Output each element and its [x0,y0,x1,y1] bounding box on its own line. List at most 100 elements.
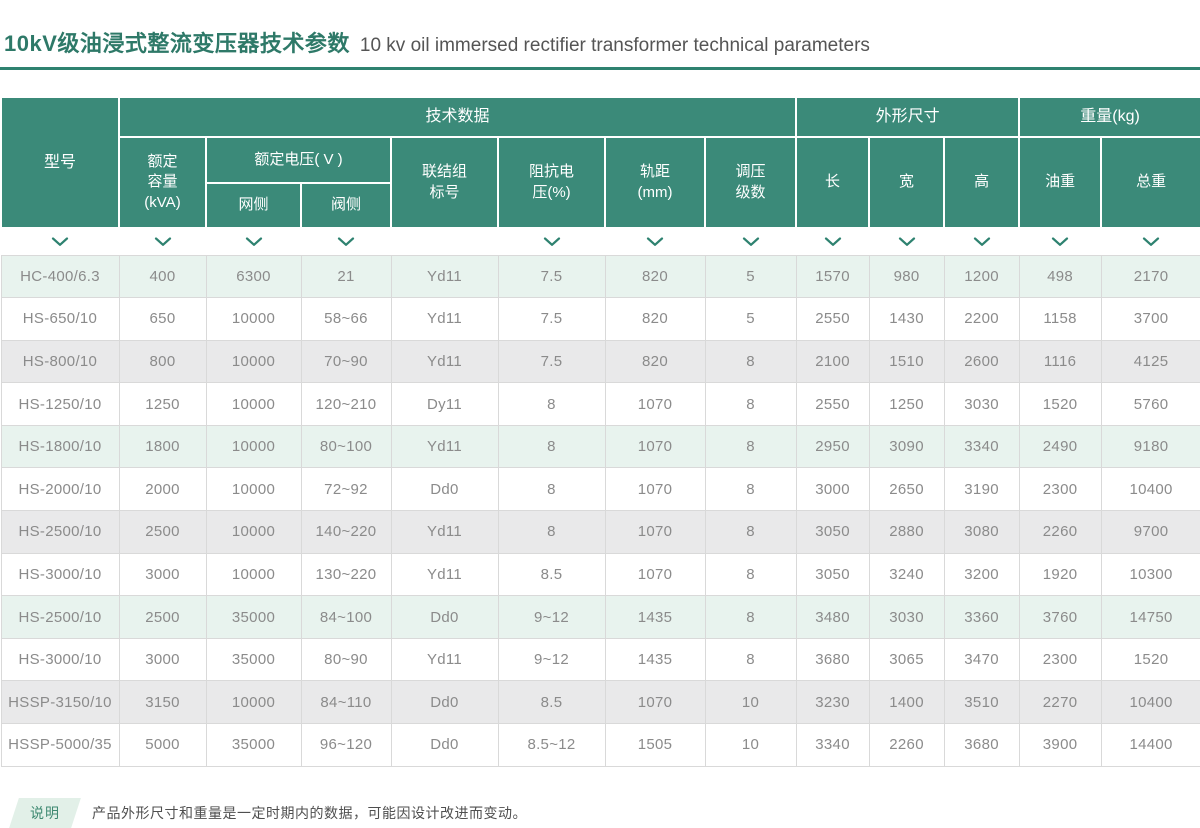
note-text: 产品外形尺寸和重量是一定时期内的数据，可能因设计改进而变动。 [92,804,527,821]
table-cell: 3680 [943,723,1020,767]
chevron-down-icon [51,237,69,246]
model-cell: HS-2500/10 [0,595,120,639]
table-row: HS-800/10 800 10000 70~90 Yd11 7.5 820 8 2100 151… [0,339,1200,384]
table-cell: 35000 [205,637,302,682]
table-cell: 8.5~12 [497,723,606,767]
table-cell: 1250 [118,382,207,426]
table-cell: 3050 [795,552,870,597]
table-cell: 5 [704,297,797,341]
table-cell: 820 [604,297,706,341]
table-cell: 10000 [205,552,302,597]
column-header-width: 宽 [868,136,946,229]
table-cell: 9180 [1100,424,1200,469]
header-group-row: 型号 技术数据 外形尺寸 重量(kg) [0,96,1200,229]
table-cell: 2300 [1018,637,1102,682]
column-header-valve-side: 阀侧 [300,182,392,229]
table-cell: 3190 [943,467,1020,512]
table-cell: 2950 [795,424,870,469]
title-english: 10 kv oil immersed rectifier transformer… [359,35,870,56]
table-cell: Yd11 [390,637,499,682]
table-cell: 2550 [795,297,870,341]
table-cell: 8 [704,339,797,384]
chevron-cell [605,228,705,255]
table-cell: 2170 [1100,254,1200,299]
table-row: HS-1250/10 1250 10000 120~210 Dy11 8 1070 8 2550… [0,382,1200,426]
chevron-cell [391,228,498,255]
column-header-rail-gauge: 轨距 (mm) [604,136,706,229]
table-cell: Yd11 [390,254,499,299]
column-header-oil-weight: 油重 [1018,136,1103,229]
title-divider [0,67,1200,70]
model-cell: HS-650/10 [0,297,120,341]
table-cell: 3680 [795,637,870,682]
table-cell: 2270 [1018,680,1102,725]
chevron-cell [944,228,1020,255]
table-cell: 3000 [795,467,870,512]
chevron-down-icon [1142,237,1160,246]
table-row: HS-2500/10 2500 35000 84~100 Dd0 9~12 1435 8 348… [0,595,1200,639]
table-cell: 80~100 [300,424,392,469]
chevron-cell [206,228,301,255]
table-cell: 3510 [943,680,1020,725]
table-cell: 3150 [118,680,207,725]
note-badge: 说明 [9,797,81,828]
chevron-down-icon [742,237,759,246]
table-cell: Yd11 [390,424,499,469]
table-row: HC-400/6.3 400 6300 21 Yd11 7.5 820 5 1570 980 120… [0,254,1200,299]
table-cell: Dd0 [390,467,499,512]
table-cell: 3200 [943,552,1020,597]
table-cell: 2200 [943,297,1020,341]
table-cell: 1435 [604,637,706,682]
column-group-dimensions: 外形尺寸 [795,96,1021,138]
table-cell: 1070 [604,510,706,554]
table-cell: 800 [118,339,207,384]
table-cell: 1070 [604,467,706,512]
table-cell: 1400 [868,680,945,725]
chevron-cell [869,228,945,255]
table-cell: 84~110 [300,680,392,725]
table-cell: 8.5 [497,552,606,597]
table-cell: 820 [604,254,706,299]
model-cell: HS-3000/10 [0,637,120,682]
column-header-height: 高 [943,136,1021,229]
table-cell: 10000 [205,382,302,426]
table-cell: Dd0 [390,680,499,725]
header-mid-row: 额定 容量 (kVA) 额定电压( V ) 联结组 标号 阻抗电 压(%) 轨距… [1,136,1200,229]
table-cell: 10000 [205,297,302,341]
table-cell: Yd11 [390,510,499,554]
column-header-model: 型号 [0,96,120,229]
table-cell: 120~210 [300,382,392,426]
table-cell: 8 [704,552,797,597]
table-cell: 1116 [1018,339,1102,384]
table-row: HSSP-3150/10 3150 10000 84~110 Dd0 8.5 1070 10 3… [0,680,1200,725]
table-cell: 10000 [205,467,302,512]
model-cell: HS-1250/10 [0,382,120,426]
table-cell: Yd11 [390,339,499,384]
model-cell: HS-1800/10 [0,424,120,469]
table-cell: 8 [497,424,606,469]
table-cell: 2100 [795,339,870,384]
table-cell: 2650 [868,467,945,512]
table-row: HS-2000/10 2000 10000 72~92 Dd0 8 1070 8 3000 265… [0,467,1200,512]
table-cell: 3240 [868,552,945,597]
table-cell: 1520 [1018,382,1102,426]
chevron-down-icon [973,237,990,246]
table-cell: 820 [604,339,706,384]
table-cell: 8 [497,467,606,512]
header-sub-row: 网侧 阀侧 [1,182,1200,229]
table-cell: 10000 [205,510,302,554]
table-cell: 1070 [604,424,706,469]
table-row: HS-3000/10 3000 35000 80~90 Yd11 9~12 1435 8 368… [0,637,1200,682]
title-chinese: 10kV级油浸式整流变压器技术参数 [4,31,350,56]
page-title: 10kV级油浸式整流变压器技术参数 10 kv oil immersed rect… [0,0,1200,58]
column-header-impedance-voltage: 阻抗电 压(%) [497,136,606,229]
table-cell: 650 [118,297,207,341]
table-cell: 2260 [1018,510,1102,554]
chevron-cell [301,228,391,255]
table-cell: 3900 [1018,723,1102,767]
table-cell: 1250 [868,382,945,426]
model-cell: HS-2000/10 [0,467,120,512]
table-cell: 8 [704,467,797,512]
table-cell: 7.5 [497,339,606,384]
table-header: 型号 技术数据 外形尺寸 重量(kg) 额定 容量 (kVA) 额定电压( V … [0,96,1200,229]
